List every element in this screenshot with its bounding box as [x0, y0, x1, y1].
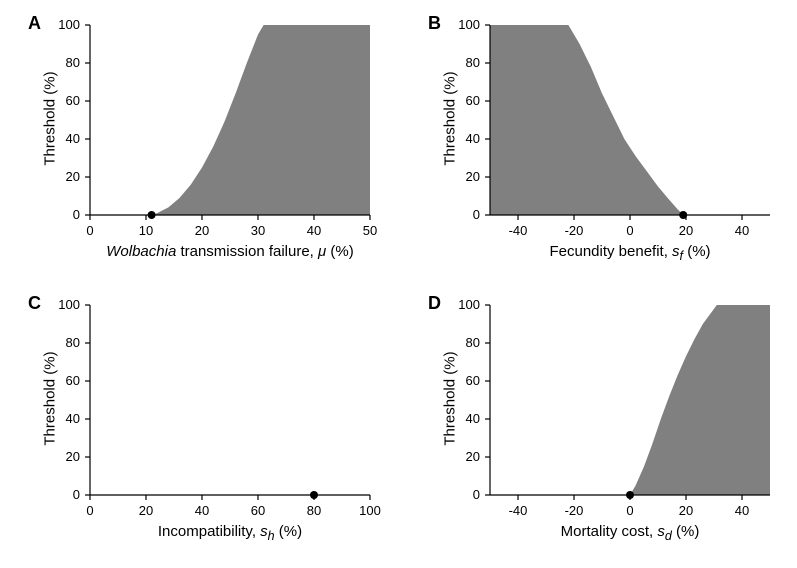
xtick-label: 40: [722, 503, 762, 518]
ytick-label: 80: [450, 335, 480, 350]
xtick-label: 100: [350, 503, 390, 518]
ytick-label: 20: [50, 169, 80, 184]
ylabel-D: Threshold (%): [442, 339, 459, 459]
panel-label-B: B: [428, 13, 441, 34]
ytick-label: 100: [450, 17, 480, 32]
ytick-label: 80: [50, 55, 80, 70]
xtick-label: 40: [722, 223, 762, 238]
xtick-label: 20: [666, 223, 706, 238]
ytick-label: 0: [450, 207, 480, 222]
ytick-label: 80: [450, 55, 480, 70]
xtick-label: 60: [238, 503, 278, 518]
xlabel-A: Wolbachia transmission failure, μ (%): [70, 243, 390, 260]
ytick-label: 40: [50, 131, 80, 146]
ylabel-B: Threshold (%): [442, 59, 459, 179]
xtick-label: 0: [610, 223, 650, 238]
ytick-label: 60: [50, 93, 80, 108]
xlabel-C: Incompatibility, sh (%): [70, 523, 390, 543]
xtick-label: 0: [610, 503, 650, 518]
xlabel-D: Mortality cost, sd (%): [470, 523, 790, 543]
plot-A: [84, 19, 376, 221]
panel-C: [90, 305, 370, 495]
ytick-label: 100: [50, 297, 80, 312]
panel-label-D: D: [428, 293, 441, 314]
figure-container: A Threshold (%) Wolbachia transmission fai…: [0, 0, 797, 568]
xtick-label: -20: [554, 223, 594, 238]
marker-A: [148, 211, 156, 219]
ytick-label: 60: [50, 373, 80, 388]
xtick-label: 80: [294, 503, 334, 518]
panel-label-C: C: [28, 293, 41, 314]
area-D: [630, 305, 770, 495]
ytick-label: 20: [450, 449, 480, 464]
xtick-label: -20: [554, 503, 594, 518]
ytick-label: 100: [450, 297, 480, 312]
panel-B: [490, 25, 770, 215]
xtick-label: 20: [666, 503, 706, 518]
ytick-label: 60: [450, 93, 480, 108]
xtick-label: 50: [350, 223, 390, 238]
xtick-label: 40: [294, 223, 334, 238]
xtick-label: 0: [70, 503, 110, 518]
xtick-label: 10: [126, 223, 166, 238]
ytick-label: 20: [50, 449, 80, 464]
ytick-label: 40: [450, 131, 480, 146]
marker-C: [310, 491, 318, 499]
ytick-label: 40: [450, 411, 480, 426]
panel-label-A: A: [28, 13, 41, 34]
marker-D: [626, 491, 634, 499]
ylabel-A: Threshold (%): [42, 59, 59, 179]
plot-C: [84, 299, 376, 501]
ytick-label: 0: [50, 487, 80, 502]
ytick-label: 60: [450, 373, 480, 388]
ytick-label: 40: [50, 411, 80, 426]
ytick-label: 80: [50, 335, 80, 350]
ytick-label: 20: [450, 169, 480, 184]
xtick-label: 0: [70, 223, 110, 238]
plot-B: [484, 19, 776, 221]
ylabel-C: Threshold (%): [42, 339, 59, 459]
xtick-label: 40: [182, 503, 222, 518]
xlabel-B: Fecundity benefit, sf (%): [470, 243, 790, 263]
panel-A: [90, 25, 370, 215]
ytick-label: 100: [50, 17, 80, 32]
xtick-label: -40: [498, 503, 538, 518]
ytick-label: 0: [50, 207, 80, 222]
xtick-label: 30: [238, 223, 278, 238]
ytick-label: 0: [450, 487, 480, 502]
plot-D: [484, 299, 776, 501]
xtick-label: -40: [498, 223, 538, 238]
panel-D: [490, 305, 770, 495]
marker-B: [679, 211, 687, 219]
area-B: [490, 25, 683, 215]
area-A: [152, 25, 370, 215]
xtick-label: 20: [126, 503, 166, 518]
xtick-label: 20: [182, 223, 222, 238]
